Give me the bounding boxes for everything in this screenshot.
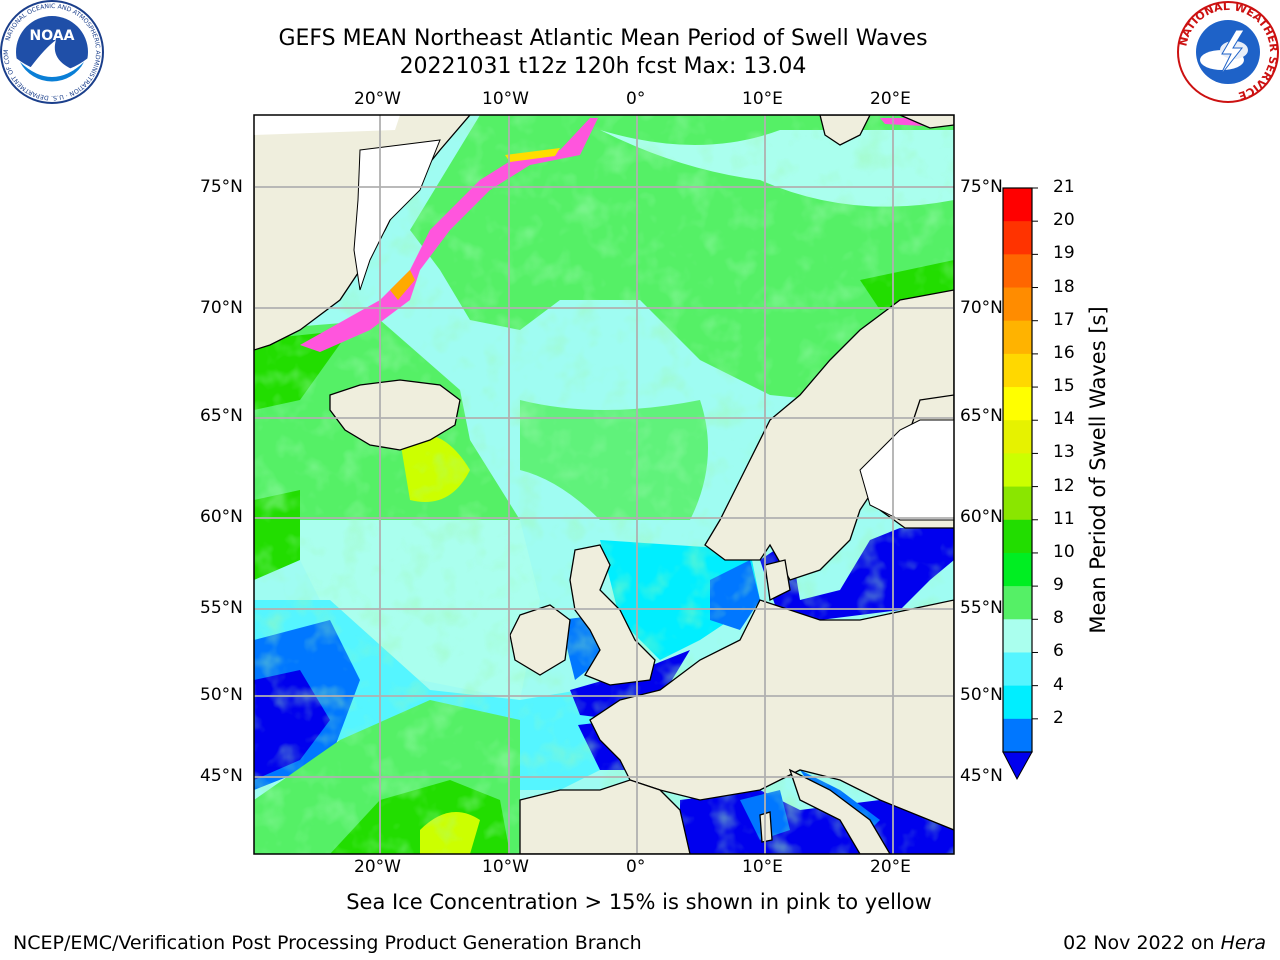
colorbar-extend-arrow [1002,751,1033,781]
colorbar-tick-label: 16 [1053,342,1075,363]
colorbar [1002,187,1038,781]
colorbar-segment [1003,353,1032,388]
map-frame [253,114,955,855]
colorbar-segment [1003,619,1032,653]
lon-label-top-10w: 10°W [482,89,529,109]
footer-credit: NCEP/EMC/Verification Post Processing Pr… [13,932,642,954]
greenland-white-area [353,139,441,291]
gulf-of-bothnia [859,419,954,521]
lon-label-top-20e: 20°E [870,89,911,109]
land-svalbard [819,115,871,146]
colorbar-segment [1003,387,1032,421]
colorbar-label: Mean Period of Swell Waves [s] [1086,306,1110,634]
noaa-logo: NATIONAL OCEANIC AND ATMOSPHERIC ADMINIS… [0,0,104,104]
sea-ice-orange [390,270,415,300]
colorbar-tick-label: 17 [1053,309,1075,330]
colorbar-segment [1003,420,1032,454]
polar-blank [254,115,400,135]
land-ireland [509,604,571,676]
lat-label-left-60n: 60°N [200,507,243,527]
lat-label-right-65n: 65°N [960,406,1003,426]
lon-label-top-10e: 10°E [742,89,783,109]
lat-label-left-75n: 75°N [200,177,243,197]
colorbar-tick-label: 19 [1053,243,1075,264]
sea-ice-edge [300,118,598,352]
land-great-britain [569,544,656,686]
colorbar-segment [1003,188,1032,222]
colorbar-frame [1002,187,1033,753]
colorbar-segment [1003,486,1032,521]
lon-label-bottom-20e: 20°E [870,857,911,877]
lon-label-bottom-20w: 20°W [354,857,401,877]
map-subtitle: 20221031 t12z 120h fcst Max: 13.04 [399,54,807,79]
lat-label-right-70n: 70°N [960,298,1003,318]
colorbar-tick-label: 2 [1053,707,1064,728]
lat-label-right-50n: 50°N [960,685,1003,705]
colorbar-tick-label: 9 [1053,575,1064,596]
lat-label-left-50n: 50°N [200,685,243,705]
colorbar-segment [1003,552,1032,587]
colorbar-segment [1003,453,1032,488]
colorbar-tick-label: 4 [1053,674,1064,695]
colorbar-segment [1003,718,1032,753]
land-continental-europe [589,599,954,831]
map-title: GEFS MEAN Northeast Atlantic Mean Period… [278,26,928,51]
nws-logo: NATIONAL WEATHER SERVICE [1176,0,1280,103]
colorbar-tick-label: 21 [1053,177,1075,197]
lat-label-right-75n: 75°N [960,177,1003,197]
colorbar-segment [1003,287,1032,322]
colorbar-tick-label: 8 [1053,608,1064,629]
colorbar-tick-label: 14 [1053,409,1075,430]
noaa-logo-text: NOAA [30,28,75,44]
colorbar-tick-label: 13 [1053,442,1075,463]
footer-machine: Hera [1220,932,1266,954]
footer-date: 02 Nov 2022 on Hera [1063,932,1266,954]
lat-label-left-65n: 65°N [200,406,243,426]
colorbar-tick-label: 12 [1053,475,1075,496]
graticule [254,115,954,854]
land-iceland [329,379,461,451]
colorbar-segment [1003,586,1032,620]
lon-label-bottom-0: 0° [626,857,646,877]
colorbar-tick-label: 11 [1053,508,1075,529]
lat-label-right-45n: 45°N [960,766,1003,786]
lat-label-left-70n: 70°N [200,298,243,318]
lon-label-bottom-10w: 10°W [482,857,529,877]
footer-date-text: 02 Nov 2022 on [1063,932,1221,954]
lon-label-bottom-10e: 10°E [742,857,783,877]
colorbar-tick-label: 18 [1053,276,1075,297]
sea-ice-yellow-north [505,148,560,162]
colorbar-segment [1003,320,1032,355]
land-italy [788,768,891,854]
colorbar-tick-label: 15 [1053,376,1075,397]
lat-label-left-55n: 55°N [200,598,243,618]
land-iberia [519,779,691,854]
lat-label-right-55n: 55°N [960,598,1003,618]
lon-label-top-20w: 20°W [354,89,401,109]
land-denmark [764,559,791,601]
lat-label-left-45n: 45°N [200,766,243,786]
colorbar-segment [1003,221,1032,255]
colorbar-tick-label: 10 [1053,541,1075,562]
sea-ice-caption: Sea Ice Concentration > 15% is shown in … [346,890,932,914]
colorbar-segment [1003,685,1032,720]
colorbar-segment [1003,254,1032,289]
colorbar-segment [1003,519,1032,554]
colorbar-tick-label: 20 [1053,210,1075,231]
lat-label-right-60n: 60°N [960,507,1003,527]
colorbar-segment [1003,652,1032,687]
lon-label-top-0: 0° [626,89,646,109]
colorbar-tick-label: 6 [1053,641,1064,662]
